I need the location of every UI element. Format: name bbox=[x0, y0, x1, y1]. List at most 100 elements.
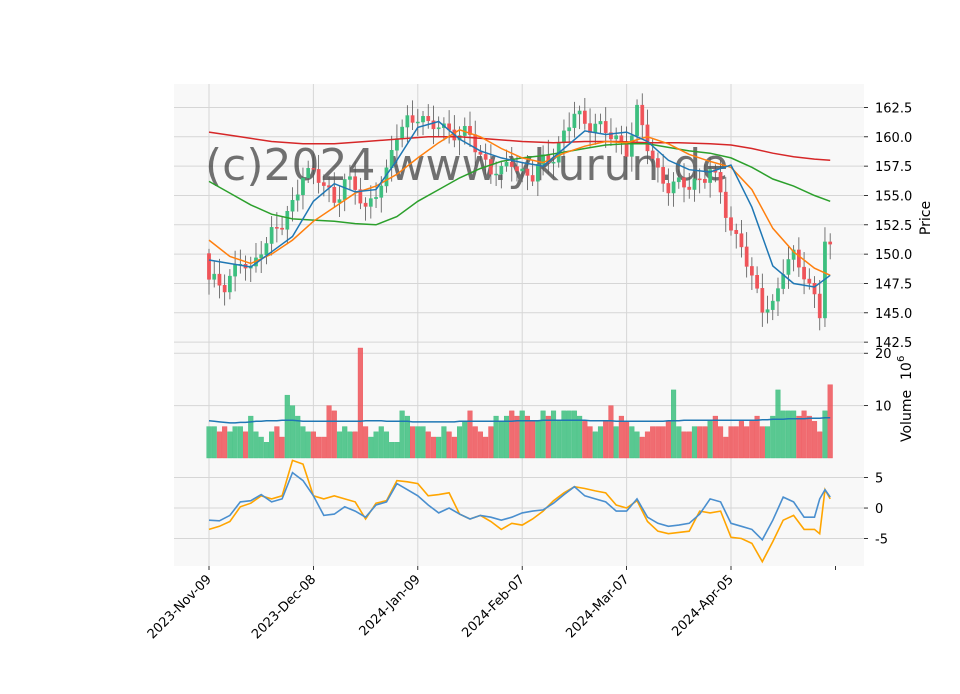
candle-body bbox=[697, 178, 702, 181]
x-tick-label: 2024-Apr-05 bbox=[669, 572, 736, 639]
candle-body bbox=[342, 179, 347, 200]
candle-body bbox=[577, 110, 582, 115]
price-tick-label: 155.0 bbox=[875, 189, 912, 204]
x-tick-label: 2023-Dec-08 bbox=[249, 572, 319, 642]
candle-body bbox=[436, 127, 441, 130]
macd-line bbox=[208, 471, 831, 542]
macd-tick-label: 0 bbox=[875, 502, 883, 517]
volume-bar bbox=[467, 410, 473, 459]
candle-body bbox=[614, 135, 619, 140]
candle-body bbox=[504, 161, 509, 167]
candle-body bbox=[269, 227, 274, 244]
watermark: (c)2024 www.ykurun.de bbox=[205, 140, 728, 191]
ma-mid-line bbox=[208, 128, 831, 276]
candle-body bbox=[431, 120, 436, 130]
volume-bar bbox=[248, 415, 254, 459]
volume-bar bbox=[263, 442, 269, 459]
x-tick-label: 2024-Jan-09 bbox=[357, 572, 424, 639]
price-tick-label: 147.5 bbox=[875, 277, 912, 292]
volume-bar bbox=[770, 415, 776, 459]
volume-bar bbox=[592, 431, 598, 459]
volume-bar bbox=[827, 384, 833, 459]
volume-bar bbox=[613, 426, 619, 459]
volume-bar bbox=[571, 410, 577, 459]
volume-bar bbox=[639, 436, 645, 459]
volume-bar bbox=[227, 431, 233, 459]
volume-bar bbox=[540, 410, 546, 459]
x-tick-labels: 2023-Nov-09 2023-Dec-08 2024-Jan-09 2024-Fe… bbox=[145, 566, 836, 642]
candle-body bbox=[332, 187, 337, 203]
volume-series bbox=[206, 347, 833, 459]
volume-bar bbox=[389, 442, 395, 459]
volume-bar bbox=[363, 426, 369, 459]
candle-body bbox=[562, 130, 566, 143]
price-tick-label: 160.0 bbox=[875, 131, 912, 146]
volume-bar bbox=[535, 421, 541, 459]
volume-bar bbox=[336, 431, 343, 459]
volume-bar bbox=[686, 431, 692, 459]
volume-bar bbox=[451, 436, 457, 459]
candle-body bbox=[348, 176, 352, 180]
volume-bar bbox=[331, 410, 337, 459]
volume-bar bbox=[681, 431, 687, 459]
volume-bar bbox=[316, 436, 322, 459]
candle-body bbox=[379, 185, 384, 198]
candle-body bbox=[718, 172, 723, 193]
volume-bar bbox=[498, 421, 504, 459]
volume-bar bbox=[577, 415, 583, 459]
candle-body bbox=[509, 161, 514, 167]
volume-axis-label-unit: 10 bbox=[899, 362, 915, 380]
price-tick-label: 142.5 bbox=[875, 336, 912, 351]
volume-bar bbox=[608, 405, 614, 459]
candle-body bbox=[603, 121, 608, 133]
volume-bar bbox=[712, 415, 718, 459]
candle-body bbox=[483, 154, 488, 160]
candle-body bbox=[207, 253, 211, 280]
candle-body bbox=[515, 166, 519, 172]
candle-body bbox=[415, 121, 420, 124]
signal-line bbox=[208, 459, 831, 564]
candle-body bbox=[358, 189, 363, 204]
volume-bar bbox=[347, 431, 353, 459]
candle-body bbox=[353, 176, 358, 190]
candle-body bbox=[290, 199, 295, 212]
price-tick-label: 162.5 bbox=[875, 101, 912, 116]
candle-body bbox=[280, 227, 284, 230]
candle-body bbox=[750, 266, 754, 276]
y-tick-labels: 142.5 145.0 147.5 150.0 152.5 155.0 157.5 160.0… bbox=[864, 101, 912, 548]
volume-bar bbox=[822, 410, 828, 459]
candle-body bbox=[729, 217, 733, 231]
volume-bar bbox=[718, 426, 724, 459]
candle-body bbox=[233, 264, 237, 277]
price-tick-label: 150.0 bbox=[875, 248, 912, 263]
volume-bar bbox=[415, 426, 421, 459]
candle-body bbox=[760, 288, 765, 313]
volume-bar bbox=[691, 426, 698, 459]
volume-bar bbox=[550, 410, 557, 459]
candle-body bbox=[598, 121, 603, 125]
volume-bar bbox=[477, 431, 483, 459]
candle-body bbox=[337, 199, 342, 203]
volume-bar bbox=[655, 426, 661, 459]
candle-body bbox=[817, 293, 822, 319]
volume-bar bbox=[702, 426, 708, 459]
volume-bar bbox=[660, 426, 666, 459]
volume-bar bbox=[723, 436, 729, 459]
volume-bar bbox=[357, 347, 363, 459]
volume-bar bbox=[295, 415, 301, 459]
candle-body bbox=[687, 186, 692, 190]
volume-bar bbox=[258, 436, 264, 459]
candle-body bbox=[405, 115, 410, 128]
candle-body bbox=[671, 181, 676, 194]
volume-bar bbox=[211, 426, 217, 459]
volume-bar bbox=[352, 431, 358, 459]
candle-body bbox=[744, 246, 749, 267]
volume-bar bbox=[503, 415, 510, 459]
volume-bar bbox=[269, 431, 275, 459]
candle-body bbox=[593, 123, 598, 133]
candle-body bbox=[530, 175, 535, 182]
candle-body bbox=[311, 168, 316, 170]
volume-bar bbox=[410, 426, 416, 459]
volume-bar bbox=[441, 426, 447, 459]
volume-bar bbox=[811, 421, 818, 459]
